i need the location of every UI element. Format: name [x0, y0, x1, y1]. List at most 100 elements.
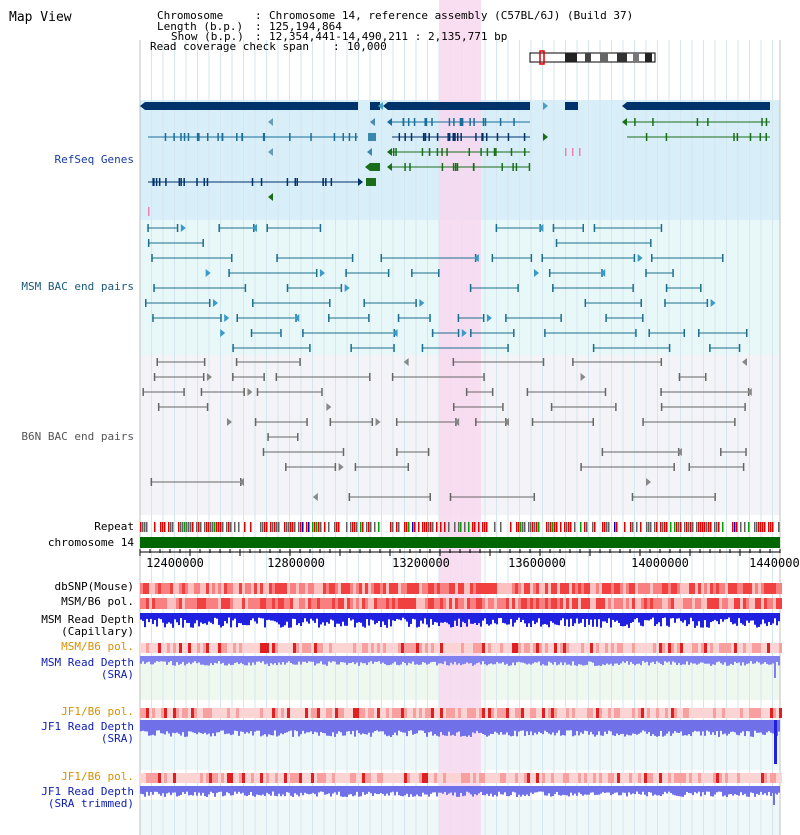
- heat-cell: [581, 598, 584, 609]
- depth-bar: [396, 656, 398, 665]
- heat-cell: [476, 708, 479, 718]
- depth-bar: [154, 786, 156, 792]
- gene-exon: [333, 133, 336, 141]
- depth-bar: [676, 613, 678, 619]
- repeat-mark: [584, 522, 586, 532]
- depth-bar: [374, 786, 376, 794]
- depth-bar: [754, 613, 756, 625]
- heat-cell: [581, 583, 584, 594]
- track-label-msm-depth-capillary[interactable]: MSM Read Depth (Capillary): [41, 613, 134, 638]
- heat-cell: [587, 643, 590, 653]
- track-label-jf1-depth-sra[interactable]: JF1 Read Depth (SRA): [41, 720, 134, 745]
- depth-bar: [744, 656, 746, 666]
- heat-cell: [743, 598, 746, 609]
- track-label-jf1-pol-2[interactable]: JF1/B6 pol.: [61, 770, 134, 783]
- bac-end: [254, 418, 257, 426]
- depth-bar: [148, 720, 150, 736]
- track-label-msm-bac[interactable]: MSM BAC end pairs: [21, 280, 134, 293]
- repeat-mark: [392, 522, 394, 532]
- depth-bar: [302, 786, 304, 796]
- heat-cell: [533, 773, 536, 783]
- track-label-chromosome[interactable]: chromosome 14: [47, 536, 134, 549]
- depth-bar: [752, 720, 754, 737]
- gene-exon: [428, 148, 431, 156]
- track-label-b6n-bac[interactable]: B6N BAC end pairs: [21, 430, 134, 443]
- track-label-jf1-depth-trimmed[interactable]: JF1 Read Depth (SRA trimmed): [41, 785, 134, 810]
- heat-cell: [623, 773, 626, 783]
- track-label-repeat[interactable]: Repeat: [94, 520, 134, 533]
- depth-bar: [444, 656, 446, 662]
- depth-bar: [650, 720, 652, 736]
- heat-cell: [626, 583, 629, 594]
- gene-exon: [441, 148, 443, 156]
- gene-exon: [206, 133, 209, 141]
- track-label-dbsnp[interactable]: dbSNP(Mouse): [54, 580, 134, 593]
- track-label-refseq-genes[interactable]: RefSeq Genes: [54, 153, 134, 166]
- track-label-jf1-pol-1[interactable]: JF1/B6 pol.: [61, 705, 134, 718]
- heat-cell: [452, 708, 455, 718]
- depth-bar: [282, 786, 284, 795]
- heat-cell: [305, 598, 308, 609]
- depth-bar: [644, 656, 646, 663]
- bac-end-arrow: [580, 373, 586, 381]
- depth-bar: [688, 786, 690, 794]
- depth-bar: [364, 656, 366, 664]
- repeat-mark: [210, 522, 212, 532]
- heat-cell: [611, 583, 614, 594]
- repeat-mark: [772, 522, 774, 532]
- heat-cell: [437, 598, 440, 609]
- depth-bar: [202, 613, 204, 624]
- heat-cell: [617, 598, 620, 609]
- depth-bar: [686, 786, 688, 792]
- heat-cell: [197, 643, 200, 653]
- heat-cell: [362, 583, 365, 594]
- bac-end-arrow: [473, 254, 479, 262]
- depth-bar: [256, 786, 258, 795]
- depth-bar: [150, 786, 152, 793]
- track-label-msm-pol-1[interactable]: MSM/B6 pol.: [61, 595, 134, 608]
- gene-block: [368, 133, 376, 141]
- depth-bar: [354, 720, 356, 737]
- depth-bar: [382, 613, 384, 622]
- depth-bar: [446, 786, 448, 795]
- depth-bar: [466, 720, 468, 737]
- heat-cell: [605, 708, 608, 718]
- depth-bar: [596, 613, 598, 627]
- heat-cell: [173, 708, 176, 718]
- bac-end: [469, 284, 472, 292]
- heat-cell: [530, 708, 533, 718]
- depth-bar: [640, 720, 642, 733]
- heat-cell: [614, 598, 617, 609]
- heat-cell: [662, 598, 665, 609]
- heat-cell: [197, 708, 200, 718]
- depth-bar: [356, 786, 358, 792]
- repeat-mark: [190, 522, 192, 532]
- heat-cell: [311, 708, 314, 718]
- bac-end: [395, 418, 398, 426]
- depth-bar: [626, 613, 628, 625]
- repeat-mark: [650, 522, 652, 532]
- heat-cell: [248, 643, 251, 653]
- depth-bar: [172, 786, 174, 793]
- heat-cell: [650, 643, 653, 653]
- track-label-msm-depth-sra[interactable]: MSM Read Depth (SRA): [41, 656, 134, 681]
- heat-cell: [245, 773, 248, 783]
- depth-bar: [436, 720, 438, 736]
- depth-bar: [570, 786, 572, 793]
- depth-bar: [192, 786, 194, 796]
- depth-bar: [314, 656, 316, 666]
- bac-end: [243, 388, 245, 396]
- track-label-msm-pol-2[interactable]: MSM/B6 pol.: [61, 640, 134, 653]
- heat-cell: [755, 708, 758, 718]
- depth-bar: [648, 720, 650, 733]
- bac-end: [457, 314, 460, 322]
- repeat-mark: [520, 522, 522, 532]
- depth-bar: [140, 786, 142, 794]
- gene-exon: [507, 133, 510, 141]
- depth-bar: [508, 720, 510, 736]
- depth-bar: [520, 720, 522, 731]
- repeat-mark: [292, 522, 294, 532]
- heat-cell: [350, 643, 353, 653]
- depth-bar: [204, 786, 206, 797]
